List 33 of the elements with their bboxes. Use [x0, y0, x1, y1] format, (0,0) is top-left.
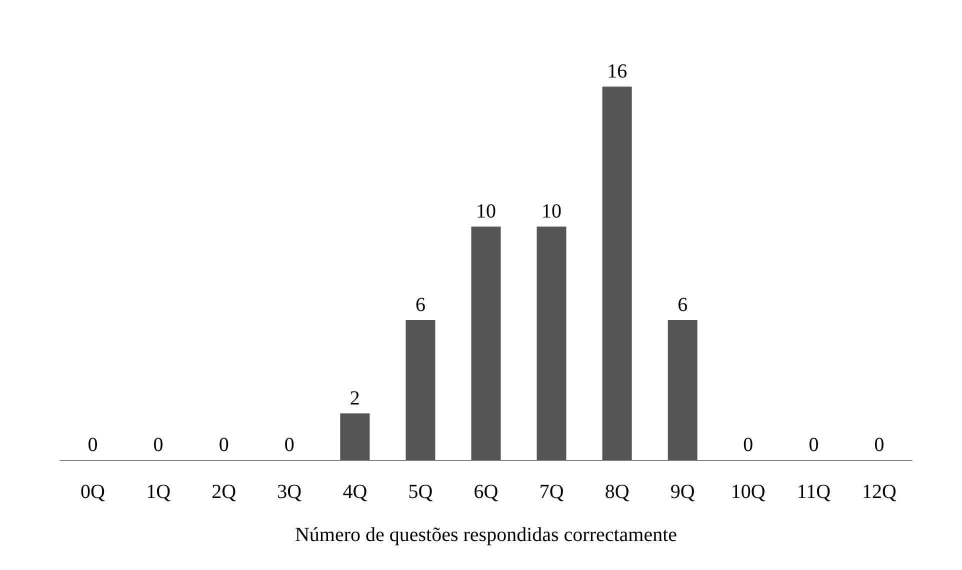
- x-tick-label: 9Q: [670, 481, 696, 503]
- data-label: 2: [350, 387, 360, 410]
- x-axis-title: Número de questões respondidas correctamente: [294, 524, 678, 546]
- data-label: 0: [88, 434, 98, 456]
- data-label: 0: [218, 434, 229, 456]
- bar: [406, 320, 436, 460]
- x-tick-label: 8Q: [604, 481, 630, 503]
- x-tick-label: 4Q: [342, 481, 368, 503]
- data-label: 16: [607, 60, 628, 83]
- data-label: 10: [542, 200, 562, 223]
- x-tick-label: 1Q: [146, 481, 172, 503]
- data-label: 0: [874, 434, 884, 456]
- x-tick-label: 3Q: [277, 481, 302, 503]
- data-label: 0: [808, 434, 819, 456]
- data-label: 6: [678, 294, 688, 316]
- data-label: 0: [743, 434, 754, 456]
- data-label: 10: [476, 200, 496, 223]
- bar: [340, 413, 370, 460]
- x-tick-label: 6Q: [474, 481, 499, 503]
- data-label: 6: [415, 294, 426, 316]
- x-tick-label: 12Q: [862, 481, 898, 503]
- bar: [536, 226, 566, 460]
- x-tick-label: 10Q: [730, 481, 766, 503]
- bar: [471, 226, 501, 460]
- data-label: 0: [284, 434, 294, 456]
- x-tick-label: 0Q: [80, 481, 106, 503]
- x-tick-label: 7Q: [539, 481, 564, 503]
- data-label: 0: [153, 434, 164, 456]
- x-tick-label: 2Q: [212, 481, 237, 503]
- x-tick-label: 11Q: [796, 481, 832, 503]
- bar: [602, 86, 632, 460]
- bar: [668, 320, 698, 460]
- x-tick-label: 5Q: [408, 481, 434, 503]
